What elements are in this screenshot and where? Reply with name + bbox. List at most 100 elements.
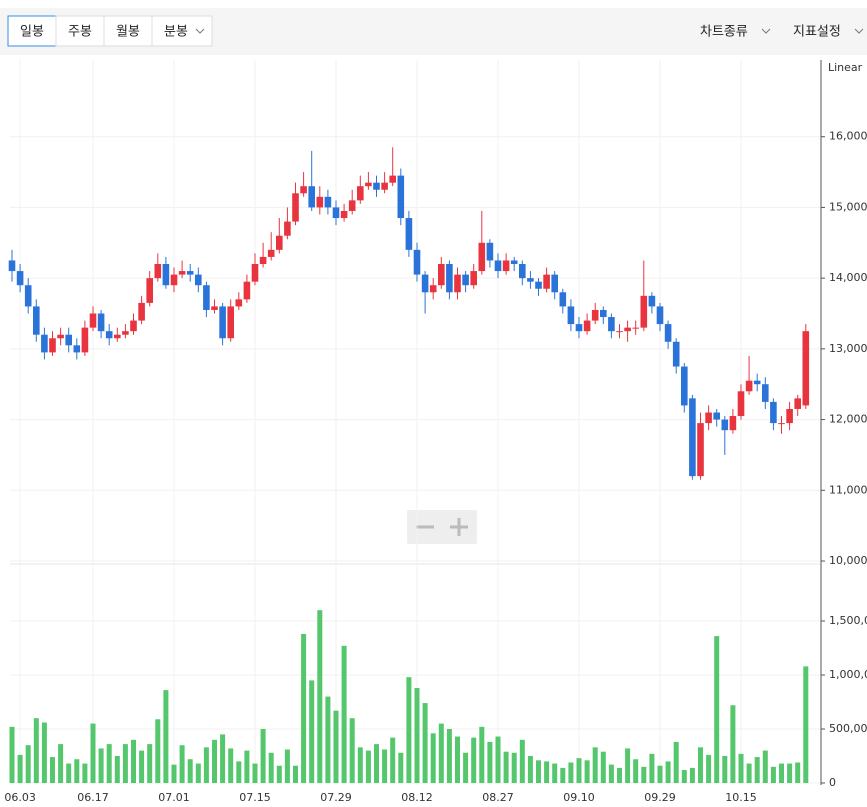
candle-body: [324, 196, 332, 208]
candle-body: [527, 278, 534, 282]
period-label[interactable]: 분봉: [164, 25, 188, 40]
volume-bar: [317, 610, 323, 783]
volume-tick-label: 500,000: [829, 722, 867, 735]
volume-bar: [382, 749, 388, 783]
volume-bar: [576, 758, 582, 783]
volume-bar: [114, 756, 120, 783]
volume-bar: [284, 749, 290, 783]
candle-body: [543, 274, 550, 289]
volume-bar: [422, 703, 428, 783]
volume-bar: [139, 750, 145, 783]
volume-bar: [260, 729, 266, 783]
chart-type-menu[interactable]: 차트종류: [700, 25, 748, 40]
x-tick-label: 09.10: [563, 791, 595, 804]
candle-body: [648, 295, 656, 307]
period-button[interactable]: [103, 15, 153, 47]
volume-tick-label: 0: [829, 776, 836, 789]
candle-body: [470, 271, 477, 286]
candle-body: [608, 317, 615, 332]
candle-body: [41, 334, 48, 353]
volume-bar: [544, 761, 550, 783]
volume-bar: [438, 723, 444, 783]
volume-bar: [511, 752, 517, 783]
candle-body: [551, 274, 558, 293]
volume-bar: [795, 762, 801, 783]
volume-bar: [220, 734, 226, 783]
volume-bar: [455, 736, 460, 783]
volume-bar: [357, 747, 363, 783]
candle-body: [284, 221, 291, 236]
volume-bar: [471, 737, 477, 783]
volume-bar: [446, 729, 452, 783]
volume-bar: [430, 733, 436, 783]
volume-bar: [163, 690, 169, 783]
volume-bar: [487, 741, 493, 783]
candle-body: [405, 218, 413, 250]
volume-bar: [706, 754, 712, 783]
candle-body: [267, 249, 275, 257]
candle-body: [259, 256, 267, 264]
candle-body: [486, 242, 494, 261]
volume-bar: [787, 763, 793, 783]
scale-label: Linear: [828, 61, 863, 74]
candle-body: [737, 391, 745, 417]
candle-body: [292, 193, 299, 222]
candle-body: [162, 264, 170, 286]
candle-body: [413, 249, 421, 275]
x-tick-label: 07.29: [320, 791, 352, 804]
candle-body: [510, 260, 518, 264]
period-button[interactable]: [7, 15, 57, 47]
zoom-controls[interactable]: [407, 510, 477, 544]
candle-body: [591, 309, 599, 321]
volume-bar: [25, 745, 31, 783]
candle-body: [446, 264, 453, 293]
volume-bar: [212, 739, 217, 783]
candle-body: [332, 207, 340, 219]
candle-body: [73, 345, 81, 353]
volume-bar: [673, 741, 679, 783]
volume-bar: [66, 763, 72, 783]
x-tick-label: 07.15: [239, 791, 271, 804]
candle-body: [672, 341, 680, 367]
candle-body: [300, 186, 307, 194]
volume-bar: [665, 761, 671, 783]
candle-body: [575, 324, 583, 332]
indicator-menu[interactable]: 지표설정: [793, 25, 841, 40]
volume-bar: [617, 767, 622, 783]
candle-body: [89, 313, 97, 328]
candle-body: [519, 264, 526, 279]
volume-bar: [122, 744, 128, 783]
period-label[interactable]: 월봉: [116, 25, 140, 40]
volume-bar: [74, 759, 80, 783]
candle-body: [778, 423, 785, 425]
candle-body: [33, 306, 40, 335]
volume-bar: [584, 760, 590, 783]
candle-body: [753, 380, 761, 385]
candle-body: [583, 320, 591, 332]
volume-bar: [155, 719, 161, 783]
x-tick-label: 08.12: [401, 791, 433, 804]
volume-bar: [608, 764, 614, 783]
volume-bar: [98, 748, 104, 783]
candle-body: [632, 327, 639, 329]
candle-body: [802, 331, 810, 406]
volume-bar: [698, 747, 703, 783]
candle-body: [454, 274, 461, 293]
candle-body: [365, 182, 372, 187]
candle-body: [494, 260, 502, 272]
volume-bar: [333, 710, 339, 783]
volume-bar: [82, 763, 88, 783]
candle-body: [154, 264, 162, 279]
toolbar: 일봉 주봉 월봉 분봉 차트종류 지표설정: [7, 15, 864, 47]
period-label[interactable]: 일봉: [20, 25, 44, 40]
candle-body: [243, 281, 251, 300]
volume-bar: [90, 723, 96, 783]
x-tick-label: 06.03: [4, 791, 36, 804]
volume-bar: [179, 745, 185, 783]
candle-body: [616, 331, 623, 333]
volume-bar: [236, 761, 242, 783]
candle-body: [689, 398, 696, 477]
period-label[interactable]: 주봉: [68, 25, 92, 40]
volume-bar: [762, 750, 768, 783]
